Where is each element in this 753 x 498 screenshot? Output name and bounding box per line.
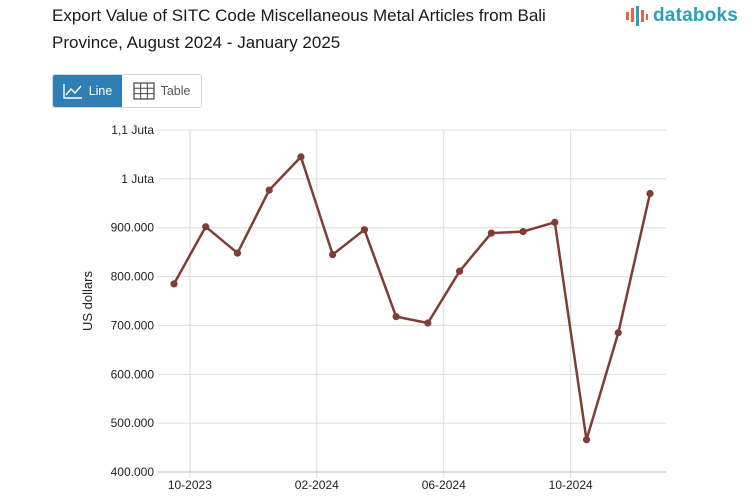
data-point[interactable] [329,250,337,259]
brand-name: databoks [653,5,739,26]
line-chart-icon [63,84,82,99]
data-point[interactable] [265,186,273,194]
chart-title: Export Value of SITC Code Miscellaneous … [52,6,546,52]
tab-line-label: Line [88,84,113,98]
y-tick-label: 1 Juta [121,172,154,186]
y-tick-label: 500.000 [111,416,155,430]
bar-logo-icon [626,6,648,26]
data-point[interactable] [519,228,527,236]
data-point[interactable] [614,329,622,337]
data-point[interactable] [297,153,305,161]
x-tick-label: 10-2024 [549,478,593,492]
x-tick-label: 02-2024 [295,478,339,492]
y-tick-label: 400.000 [111,465,155,479]
y-tick-label: 900.000 [111,221,155,235]
series-line [172,155,652,442]
x-tick-label: 10-2023 [168,478,212,492]
y-axis-label: US dollars [80,271,95,331]
y-tick-label: 800.000 [111,270,155,284]
tab-table[interactable]: Table [122,75,201,107]
data-point[interactable] [582,436,591,444]
x-tick-label: 06-2024 [422,478,466,492]
data-point[interactable] [487,229,495,237]
data-point[interactable] [233,249,242,257]
data-point[interactable] [424,319,432,327]
data-point[interactable] [392,313,400,321]
tab-table-label: Table [160,84,191,98]
data-point[interactable] [202,223,210,231]
data-point[interactable] [360,226,368,234]
view-toggle: Line Table [52,74,202,108]
y-tick-label: 600.000 [111,367,155,381]
data-point[interactable] [551,218,559,226]
tab-line[interactable]: Line [53,75,123,107]
data-point[interactable] [456,267,464,275]
data-point[interactable] [170,280,178,288]
y-tick-label: 700.000 [111,318,155,332]
table-grid-icon [132,82,155,100]
data-point[interactable] [646,189,654,198]
databoks-logo[interactable]: databoks [626,3,738,29]
y-tick-label: 1,1 Juta [111,123,154,137]
